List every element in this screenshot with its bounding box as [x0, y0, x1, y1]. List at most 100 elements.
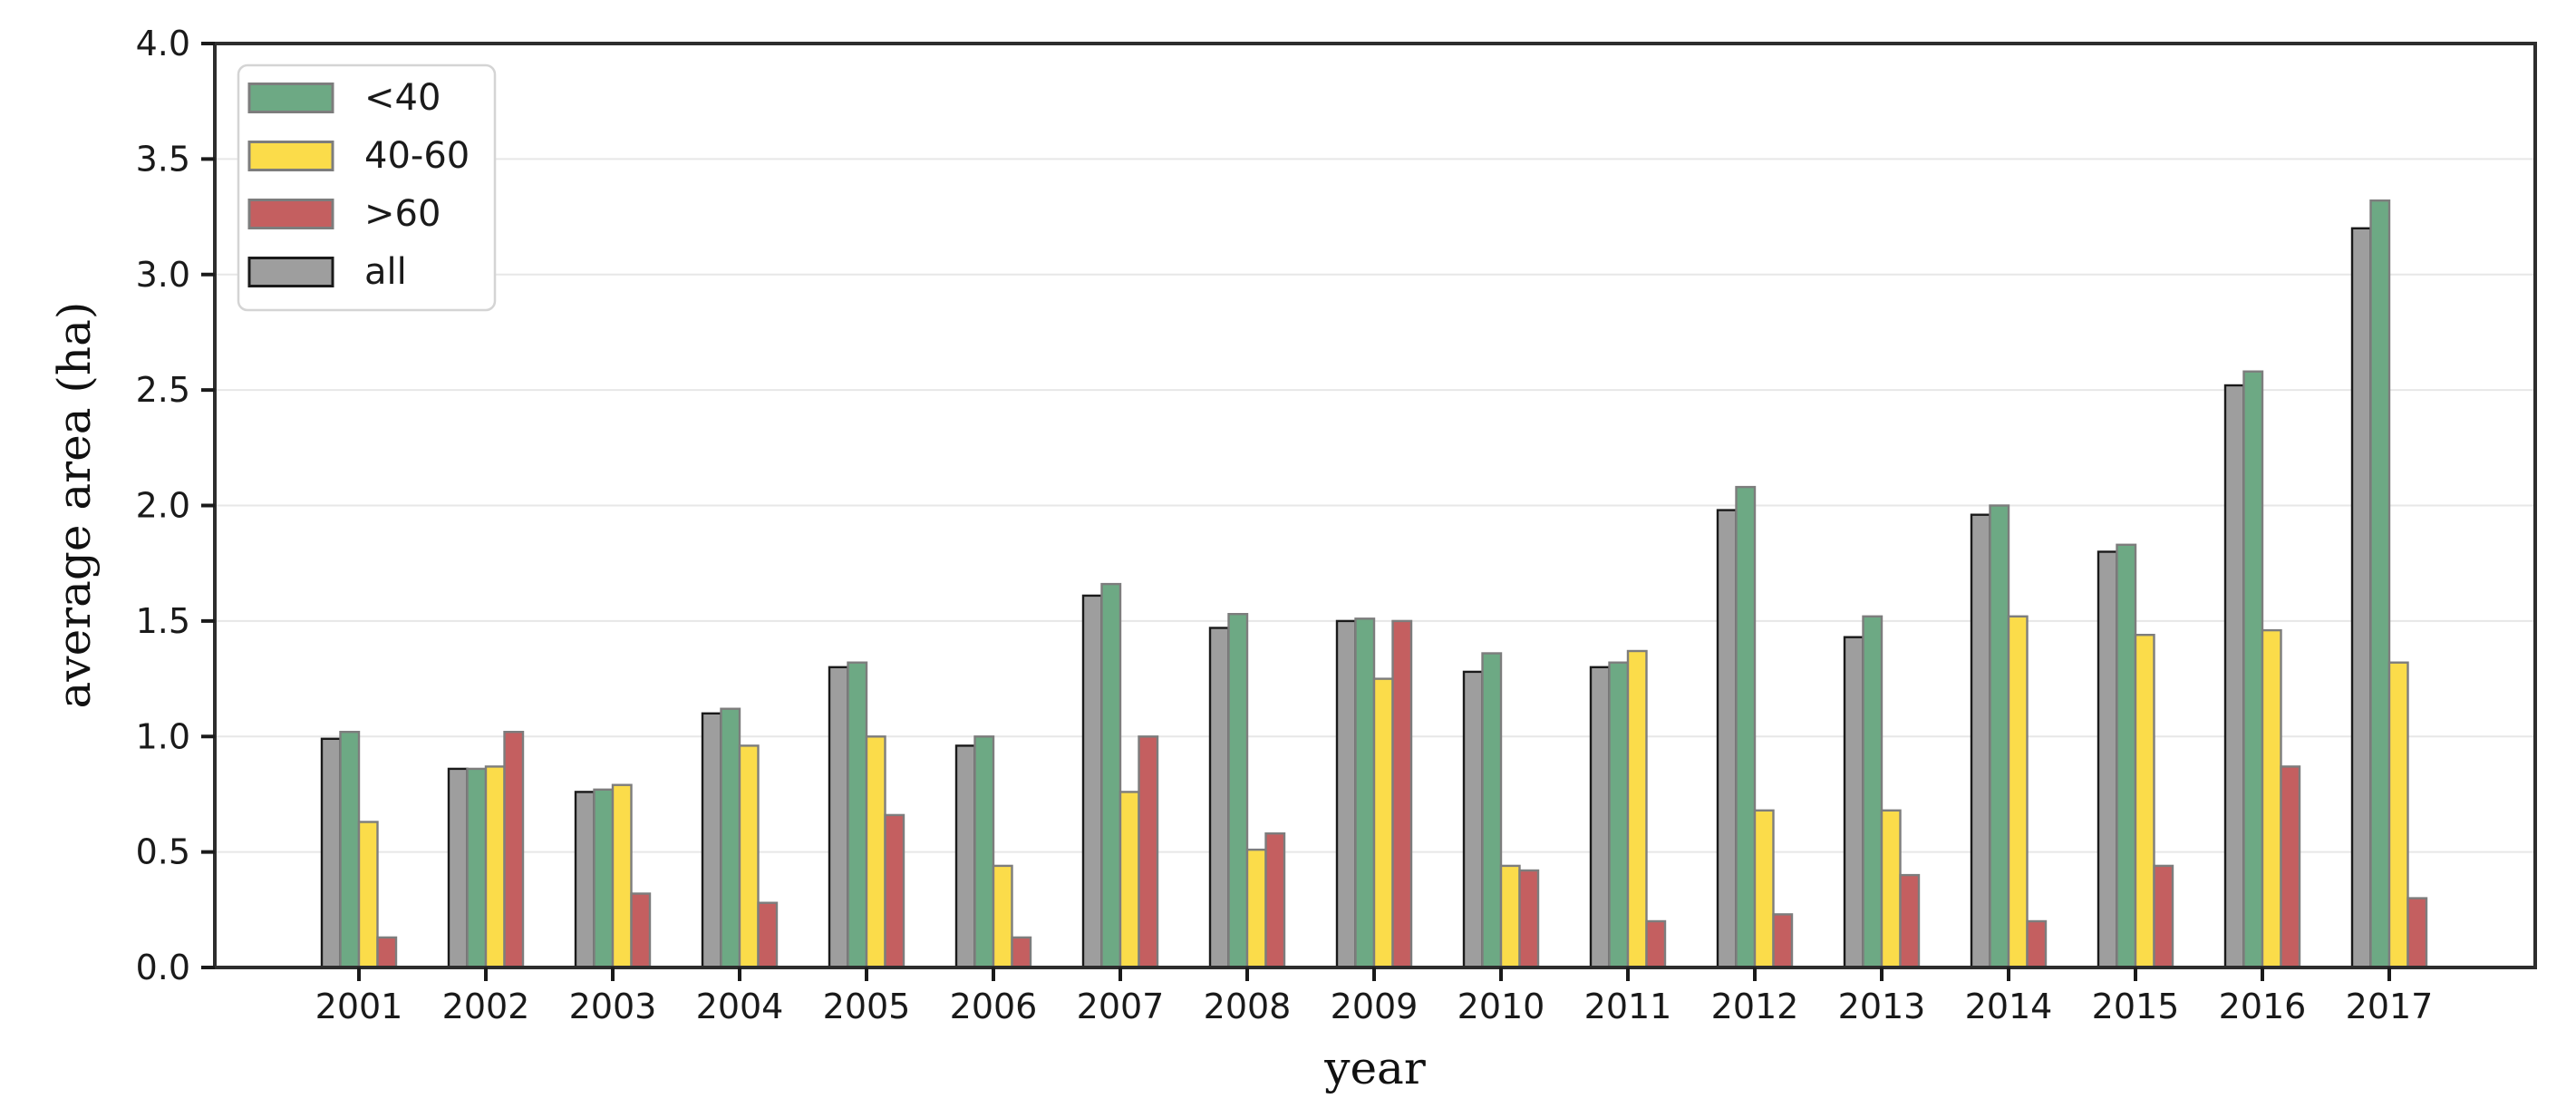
bar: [1626, 649, 1648, 969]
bar: [2242, 370, 2264, 969]
legend-label: all: [364, 251, 407, 293]
bar: [1138, 735, 1159, 969]
bar: [1245, 848, 1267, 969]
bar: [376, 936, 398, 969]
bar: [1753, 809, 1775, 969]
bar: [503, 731, 525, 969]
bar: [1499, 864, 1521, 969]
bar: [2261, 628, 2282, 969]
y-axis-label: average area (ha): [48, 302, 101, 709]
bar: [1589, 666, 1611, 969]
bar: [2007, 615, 2029, 969]
bar: [1989, 504, 2010, 969]
x-tick-label: 2007: [1077, 987, 1165, 1026]
x-tick-label: 2013: [1838, 987, 1926, 1026]
bar: [1372, 677, 1394, 969]
bar: [447, 767, 469, 969]
y-tick-label: 1.0: [136, 716, 190, 756]
bar: [1970, 513, 1991, 969]
bar: [1735, 485, 1757, 969]
bar: [720, 707, 741, 969]
bar: [2134, 634, 2155, 969]
bar: [320, 737, 342, 969]
y-tick-label: 3.0: [136, 255, 190, 295]
y-tick-label: 0.5: [136, 832, 190, 872]
x-tick-label: 2011: [1584, 987, 1672, 1026]
bar: [973, 735, 995, 969]
legend-label: 40-60: [364, 135, 470, 177]
x-tick-label: 2005: [823, 987, 911, 1026]
bar: [1880, 809, 1902, 969]
bar: [865, 735, 886, 969]
x-axis-label: year: [1323, 1042, 1426, 1094]
bar: [1772, 913, 1794, 969]
bar: [2026, 919, 2048, 969]
bar: [2097, 550, 2118, 969]
x-tick-label: 2008: [1204, 987, 1292, 1026]
bar: [1264, 832, 1286, 969]
bar: [2280, 765, 2301, 969]
legend-swatch: [247, 257, 334, 287]
bar: [574, 791, 596, 969]
bar: [738, 744, 760, 969]
x-tick-label: 2016: [2219, 987, 2307, 1026]
x-tick-label: 2012: [1711, 987, 1799, 1026]
bar: [466, 767, 488, 969]
bar: [757, 901, 779, 969]
bar: [1608, 661, 1630, 969]
x-tick-label: 2010: [1457, 987, 1545, 1026]
bar: [357, 821, 379, 969]
legend-label: <40: [364, 77, 441, 119]
x-tick-label: 2003: [569, 987, 657, 1026]
bar: [630, 892, 652, 969]
bar: [847, 661, 868, 969]
bar: [1081, 594, 1103, 969]
bar: [2116, 543, 2137, 969]
bar: [2223, 384, 2245, 969]
bar: [339, 731, 361, 969]
y-tick-label: 4.0: [136, 24, 190, 63]
y-tick-label: 1.5: [136, 601, 190, 641]
bar: [1843, 636, 1864, 969]
legend-label: >60: [364, 193, 441, 235]
bar: [2407, 897, 2428, 969]
bar: [1100, 582, 1122, 969]
bar: [1119, 791, 1140, 969]
bar: [1518, 869, 1540, 969]
y-tick-label: 0.0: [136, 948, 190, 987]
x-tick-label: 2017: [2346, 987, 2434, 1026]
bar: [1716, 509, 1738, 969]
bar: [1862, 615, 1884, 969]
bar: [1391, 619, 1413, 969]
bar: [593, 788, 615, 969]
bar: [2387, 661, 2409, 969]
legend-swatch: [247, 199, 334, 229]
bar: [1481, 652, 1503, 969]
bar: [2350, 227, 2372, 969]
bar: [484, 765, 506, 969]
legend: <40 40-60 >60 all: [237, 63, 497, 312]
bar: [1354, 617, 1376, 969]
x-tick-label: 2001: [315, 987, 403, 1026]
tick-layer: 0.0 0.5 1.0 1.5 2.0 2.5 3.0 3.5 4.0 2001 2002 2003 2…: [136, 24, 2434, 1026]
bar: [992, 864, 1013, 969]
bar: [1462, 670, 1484, 969]
x-tick-label: 2002: [442, 987, 530, 1026]
x-tick-label: 2006: [950, 987, 1038, 1026]
y-tick-label: 3.5: [136, 139, 190, 179]
y-tick-label: 2.0: [136, 486, 190, 526]
bar: [2153, 864, 2174, 969]
bar: [1335, 619, 1357, 969]
bar: [2369, 199, 2391, 969]
bar: [954, 744, 976, 969]
legend-swatch: [247, 141, 334, 171]
bar: [1011, 936, 1032, 969]
bar: [1227, 613, 1249, 969]
bar: [1645, 919, 1667, 969]
x-tick-label: 2009: [1331, 987, 1419, 1026]
bar: [828, 666, 849, 969]
bar: [701, 712, 722, 969]
bar: [611, 783, 633, 969]
